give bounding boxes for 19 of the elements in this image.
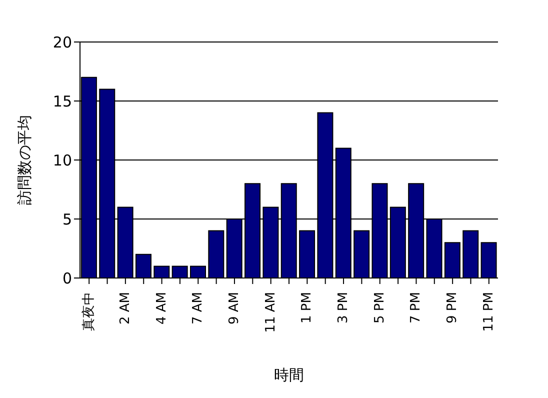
x-tick-label: 1 PM (300, 292, 315, 324)
y-tick-label: 5 (62, 210, 72, 228)
x-tick-label: 真夜中 (80, 292, 97, 331)
x-tick-label: 11 AM (263, 292, 278, 333)
y-axis-title: 訪問数の平均 (15, 115, 34, 205)
y-tick-label: 0 (62, 269, 72, 288)
x-tick-label: 7 PM (408, 292, 424, 324)
y-tick-label: 10 (52, 151, 72, 170)
x-axis-title: 時間 (274, 366, 304, 384)
x-tick-label: 7 AM (190, 292, 206, 325)
x-tick-label: 2 AM (118, 292, 133, 325)
x-tick-label: 9 PM (445, 292, 460, 324)
y-tick-label: 20 (52, 33, 72, 52)
x-tick-label: 4 AM (154, 292, 170, 325)
x-tick-label: 5 PM (372, 292, 388, 324)
x-tick-label: 9 AM (226, 292, 242, 325)
x-tick-label: 11 PM (481, 292, 496, 332)
x-tick-label: 3 PM (336, 292, 352, 324)
y-tick-label: 15 (52, 92, 72, 110)
